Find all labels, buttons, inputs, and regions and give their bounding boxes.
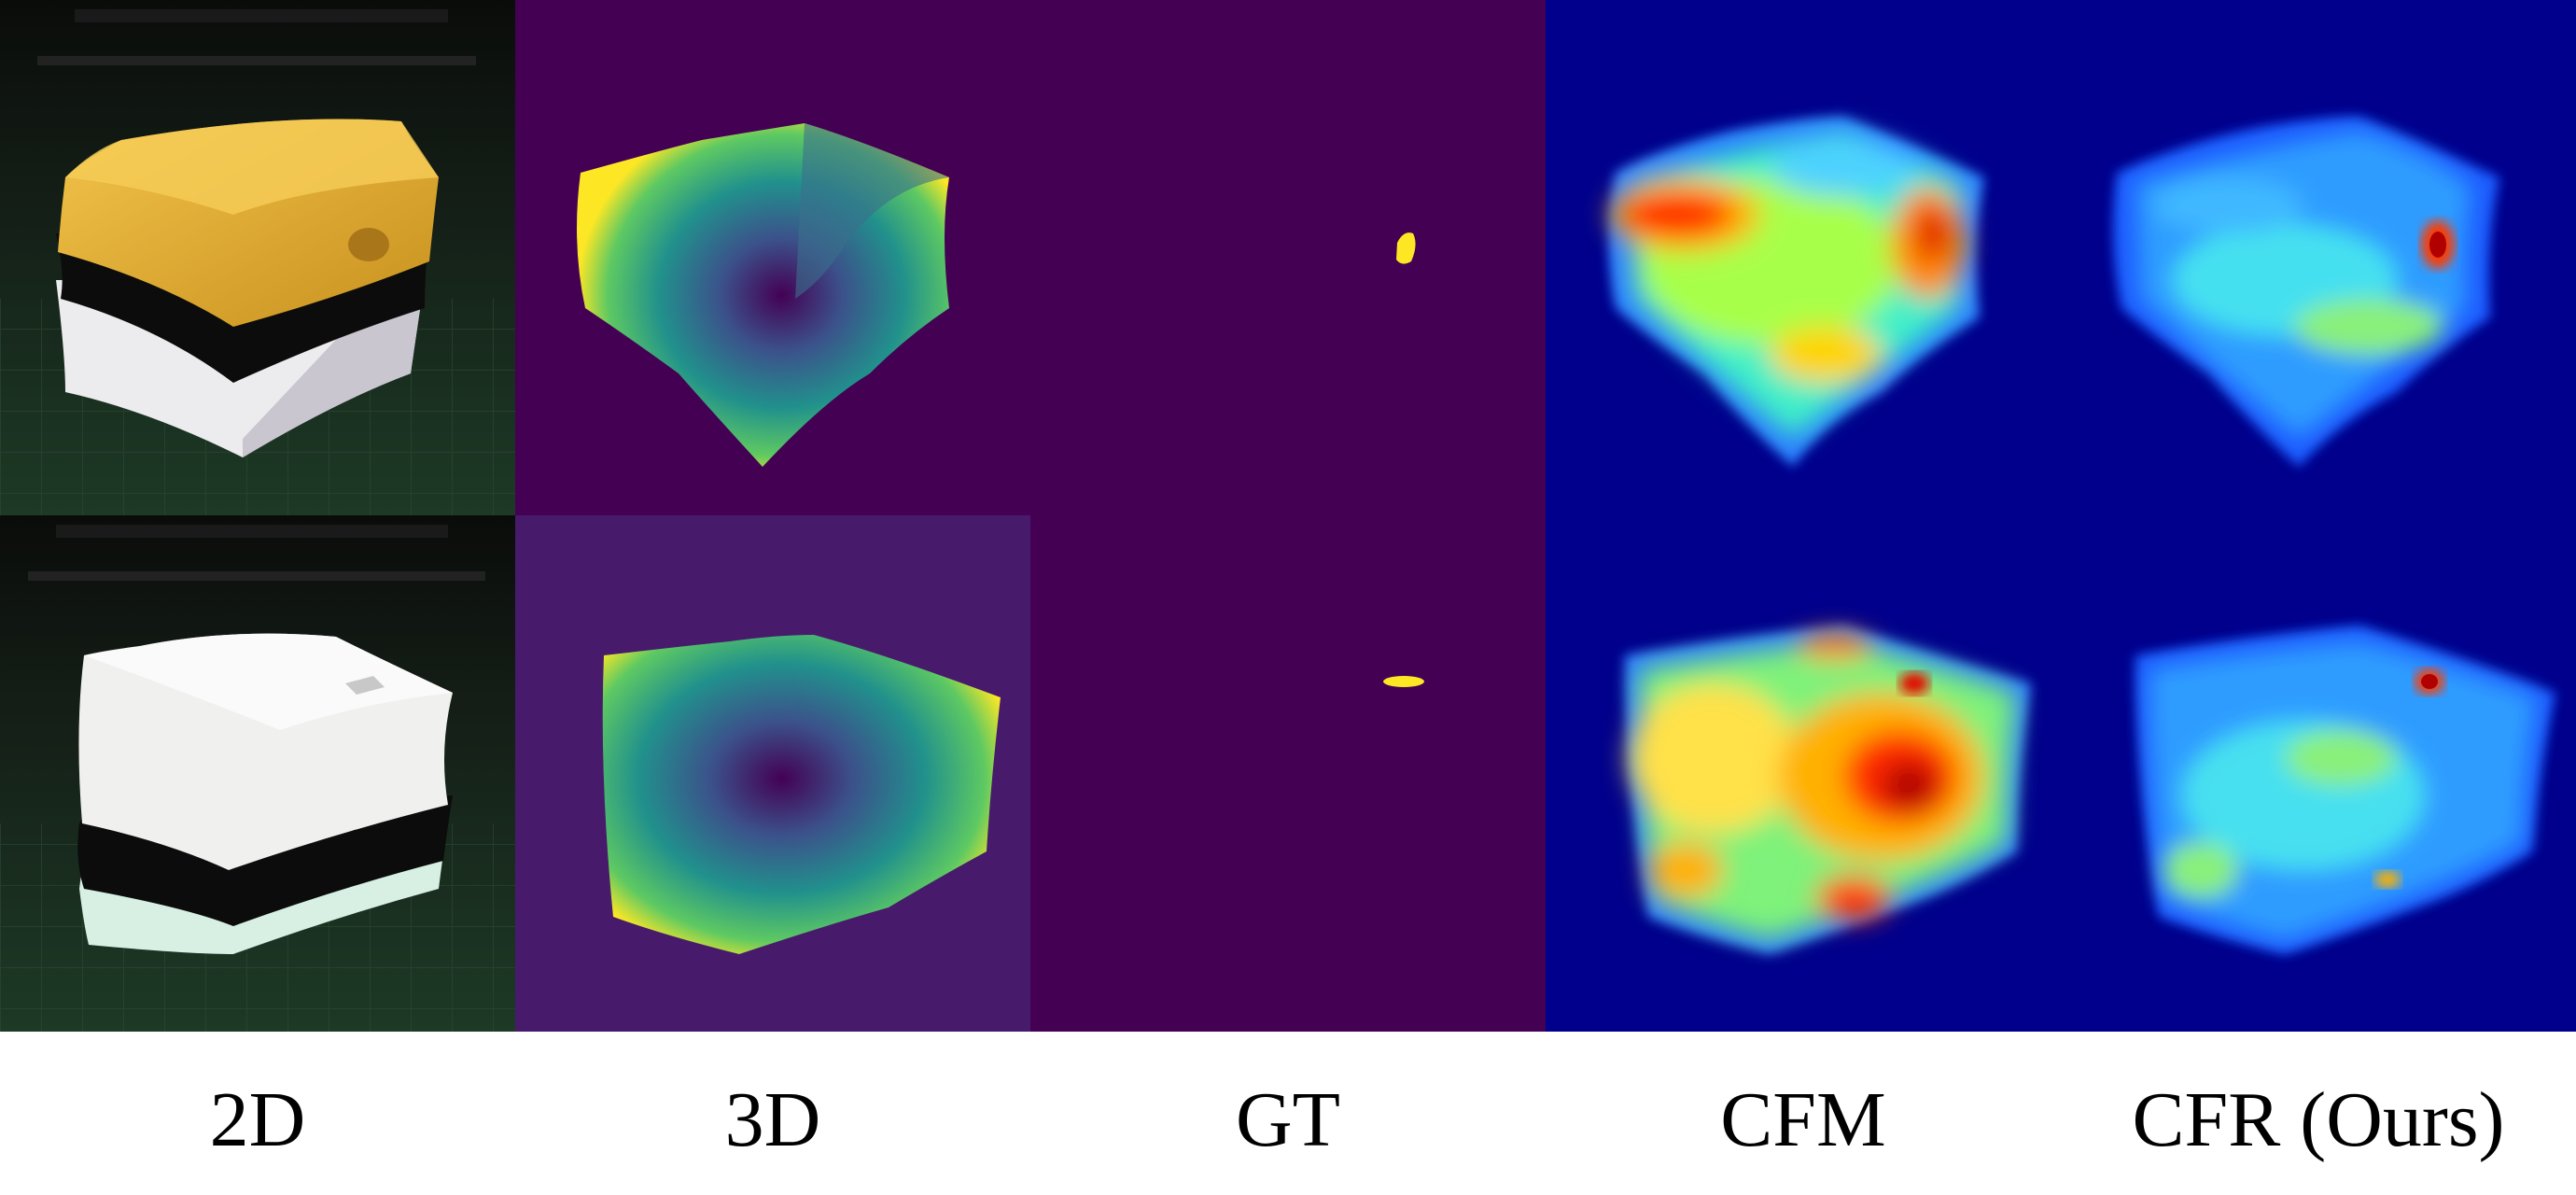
image-grid — [0, 0, 2576, 1032]
row2-gt-mask — [1030, 515, 1546, 1032]
column-labels: 2D 3D GT CFM CFR (Ours) — [0, 1032, 2576, 1195]
label-3d: 3D — [724, 1076, 821, 1163]
row2-cfm-heatmap — [1546, 515, 2061, 1032]
row1-cfr-heatmap — [2061, 0, 2576, 515]
row2-3d-depth — [515, 515, 1030, 1032]
row1-3d-depth — [515, 0, 1030, 515]
label-cfr-ours: CFR (Ours) — [2132, 1076, 2505, 1163]
row2-cfr-heatmap — [2061, 515, 2576, 1032]
row1-2d-image — [0, 0, 515, 515]
row2-2d-image — [0, 515, 515, 1032]
label-cfm: CFM — [1720, 1076, 1886, 1163]
label-gt: GT — [1236, 1076, 1340, 1163]
label-2d: 2D — [209, 1076, 306, 1163]
row1-gt-mask — [1030, 0, 1546, 515]
row1-cfm-heatmap — [1546, 0, 2061, 515]
